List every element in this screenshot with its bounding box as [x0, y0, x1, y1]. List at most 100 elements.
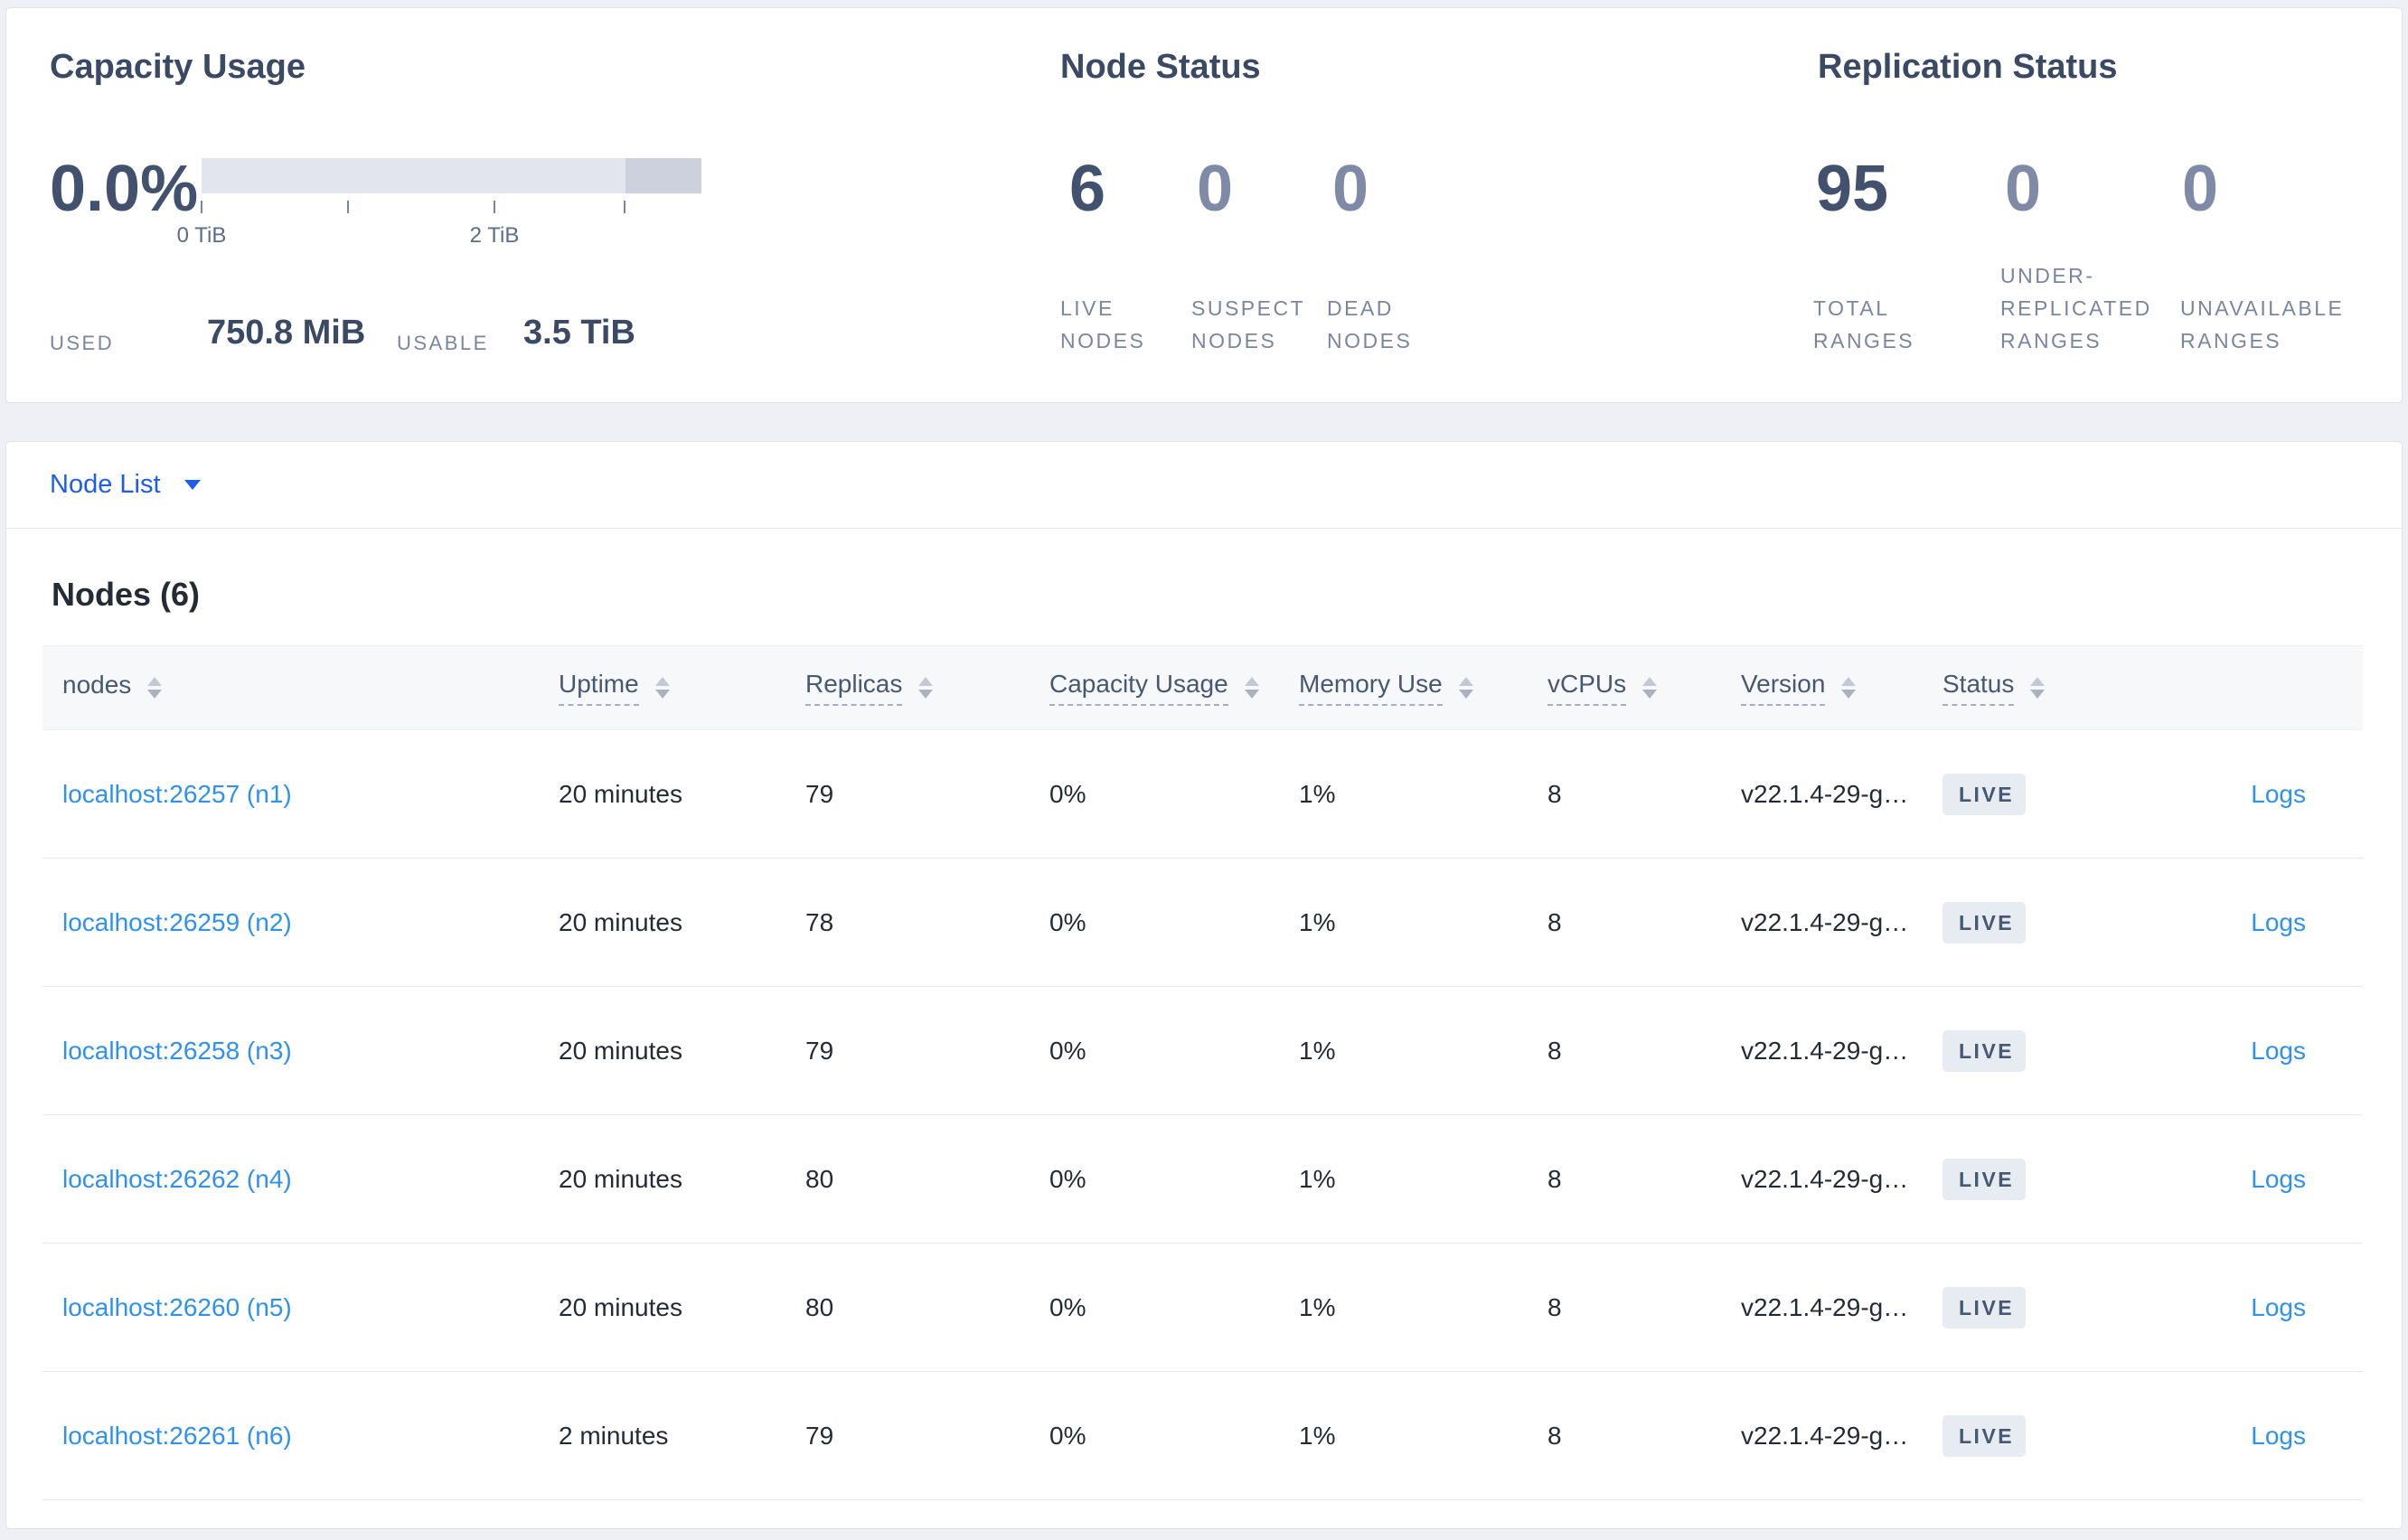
- logs-link[interactable]: Logs: [2251, 1164, 2306, 1193]
- capacity-usage-cell: 0%: [1049, 907, 1086, 936]
- capacity-usage-bar-reserved-segment: [626, 158, 701, 193]
- logs-link[interactable]: Logs: [2251, 907, 2306, 936]
- sort-icon[interactable]: [2030, 677, 2046, 699]
- logs-link[interactable]: Logs: [2251, 1292, 2306, 1321]
- logs-link[interactable]: Logs: [2251, 779, 2306, 808]
- status-badge: LIVE: [1942, 1414, 2027, 1457]
- table-row: localhost:26262 (n4) 20 minutes 80 0% 1%…: [42, 1115, 2363, 1244]
- used-label: USED: [50, 332, 115, 354]
- uptime-cell: 20 minutes: [559, 1164, 682, 1193]
- replicas-cell: 79: [805, 779, 834, 808]
- under-replicated-ranges-count: 0: [2005, 153, 2042, 225]
- sort-icon[interactable]: [147, 677, 163, 699]
- capacity-usage-cell: 0%: [1049, 1036, 1086, 1065]
- capacity-axis-label-2: 2 TiB: [469, 223, 520, 248]
- sort-icon[interactable]: [1642, 677, 1658, 699]
- memory-use-cell: 1%: [1299, 779, 1336, 808]
- cluster-summary-card: Capacity Usage 0.0% 0 TiB 2 TiB USED 750…: [5, 7, 2403, 403]
- uptime-cell: 20 minutes: [559, 1292, 682, 1321]
- suspect-nodes-label: SUSPECT NODES: [1191, 296, 1305, 352]
- status-badge: LIVE: [1942, 1029, 2027, 1072]
- column-header-status[interactable]: Status: [1923, 670, 2090, 706]
- vcpus-cell: 8: [1547, 1164, 1562, 1193]
- replicas-cell: 79: [805, 1421, 834, 1450]
- capacity-usage-percent: 0.0%: [50, 153, 199, 225]
- uptime-cell: 20 minutes: [559, 907, 682, 936]
- replication-status-title: Replication Status: [1818, 48, 2118, 86]
- memory-use-cell: 1%: [1299, 1036, 1336, 1065]
- sort-icon[interactable]: [1458, 677, 1473, 699]
- version-cell: v22.1.4-29-g…: [1741, 907, 1909, 936]
- table-row: localhost:26259 (n2) 20 minutes 78 0% 1%…: [42, 859, 2363, 987]
- sort-icon[interactable]: [1841, 677, 1857, 699]
- replicas-cell: 80: [805, 1292, 834, 1321]
- sort-icon[interactable]: [654, 677, 670, 699]
- dead-nodes-count: 0: [1332, 153, 1369, 225]
- status-badge: LIVE: [1942, 1158, 2027, 1200]
- version-cell: v22.1.4-29-g…: [1741, 1164, 1909, 1193]
- column-header-version[interactable]: Version: [1721, 670, 1923, 706]
- usable-value: 3.5 TiB: [523, 314, 635, 352]
- table-row: localhost:26258 (n3) 20 minutes 79 0% 1%…: [42, 987, 2363, 1115]
- version-cell: v22.1.4-29-g…: [1741, 779, 1909, 808]
- status-badge: LIVE: [1942, 901, 2027, 944]
- table-row: localhost:26257 (n1) 20 minutes 79 0% 1%…: [42, 730, 2363, 859]
- node-link[interactable]: localhost:26261 (n6): [62, 1421, 292, 1450]
- unavailable-ranges-count: 0: [2182, 153, 2219, 225]
- column-header-nodes[interactable]: nodes: [42, 671, 539, 705]
- capacity-usage-cell: 0%: [1049, 1164, 1086, 1193]
- uptime-cell: 2 minutes: [559, 1421, 669, 1450]
- memory-use-cell: 1%: [1299, 1164, 1336, 1193]
- total-ranges-count: 95: [1816, 153, 1889, 225]
- replicas-cell: 79: [805, 1036, 834, 1065]
- column-header-uptime[interactable]: Uptime: [539, 670, 785, 706]
- status-badge: LIVE: [1942, 773, 2027, 815]
- vcpus-cell: 8: [1547, 779, 1562, 808]
- column-header-replicas[interactable]: Replicas: [785, 670, 1030, 706]
- node-link[interactable]: localhost:26262 (n4): [62, 1164, 292, 1193]
- capacity-axis-tick: [624, 201, 626, 213]
- vcpus-cell: 8: [1547, 1036, 1562, 1065]
- version-cell: v22.1.4-29-g…: [1741, 1292, 1909, 1321]
- total-ranges-label: TOTAL RANGES: [1813, 296, 1915, 352]
- node-status-title: Node Status: [1060, 48, 1261, 86]
- column-header-memory-use[interactable]: Memory Use: [1279, 670, 1528, 706]
- sort-icon[interactable]: [918, 677, 934, 699]
- sort-icon[interactable]: [1244, 677, 1259, 699]
- memory-use-cell: 1%: [1299, 1292, 1336, 1321]
- replicas-cell: 80: [805, 1164, 834, 1193]
- capacity-usage-cell: 0%: [1049, 779, 1086, 808]
- usable-label: USABLE: [397, 332, 489, 354]
- node-list-card: Node List Nodes (6) nodes Uptime Replica…: [5, 441, 2403, 1529]
- logs-link[interactable]: Logs: [2251, 1036, 2306, 1065]
- memory-use-cell: 1%: [1299, 1421, 1336, 1450]
- live-nodes-count: 6: [1069, 153, 1106, 225]
- chevron-down-icon: [183, 480, 201, 490]
- vcpus-cell: 8: [1547, 907, 1562, 936]
- suspect-nodes-count: 0: [1197, 153, 1234, 225]
- node-link[interactable]: localhost:26257 (n1): [62, 779, 292, 808]
- column-header-capacity-usage[interactable]: Capacity Usage: [1030, 670, 1279, 706]
- nodes-table: nodes Uptime Replicas Capacity Usage Mem…: [42, 645, 2363, 1500]
- capacity-axis-label-0: 0 TiB: [176, 223, 227, 248]
- vcpus-cell: 8: [1547, 1292, 1562, 1321]
- logs-link[interactable]: Logs: [2251, 1421, 2306, 1450]
- node-link[interactable]: localhost:26258 (n3): [62, 1036, 292, 1065]
- capacity-usage-cell: 0%: [1049, 1292, 1086, 1321]
- column-header-vcpus[interactable]: vCPUs: [1528, 670, 1721, 706]
- uptime-cell: 20 minutes: [559, 1036, 682, 1065]
- capacity-usage-cell: 0%: [1049, 1421, 1086, 1450]
- capacity-usage-bar: [202, 158, 701, 193]
- memory-use-cell: 1%: [1299, 907, 1336, 936]
- uptime-cell: 20 minutes: [559, 779, 682, 808]
- nodes-table-title: Nodes (6): [52, 576, 201, 613]
- node-link[interactable]: localhost:26259 (n2): [62, 907, 292, 936]
- node-link[interactable]: localhost:26260 (n5): [62, 1292, 292, 1321]
- dead-nodes-label: DEAD NODES: [1327, 296, 1413, 352]
- capacity-axis-tick: [347, 201, 349, 213]
- status-badge: LIVE: [1942, 1286, 2027, 1329]
- table-row: localhost:26260 (n5) 20 minutes 80 0% 1%…: [42, 1244, 2363, 1372]
- unavailable-ranges-label: UNAVAILABLE RANGES: [2180, 296, 2345, 352]
- under-replicated-ranges-label: UNDER-REPLICATED RANGES: [2000, 264, 2152, 352]
- node-list-view-selector[interactable]: Node List: [6, 442, 2402, 529]
